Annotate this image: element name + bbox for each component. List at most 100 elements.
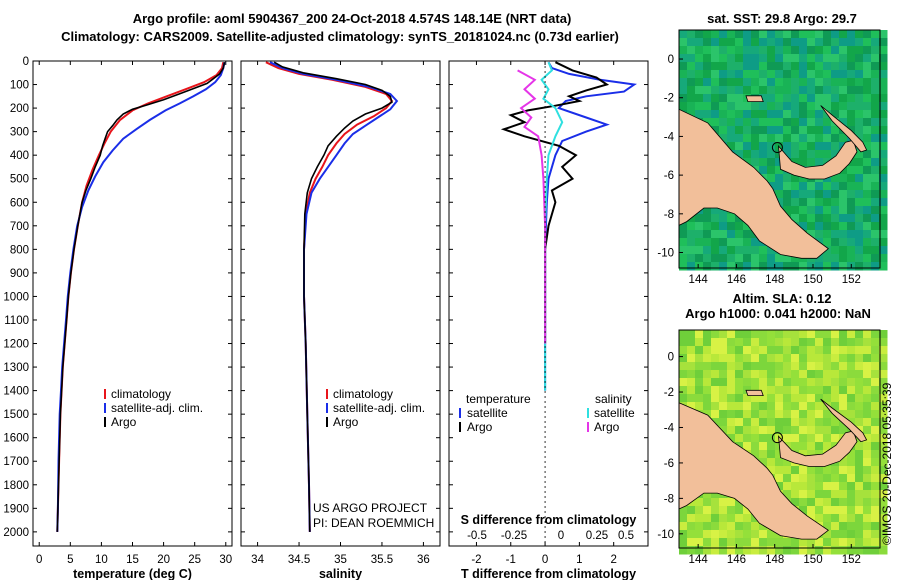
map-y-tick-label: -8 [664, 493, 674, 505]
map-cell [719, 230, 728, 239]
map-cell [679, 378, 688, 387]
map-cell [759, 426, 768, 435]
map-cell [839, 118, 848, 127]
map-cell [815, 230, 824, 239]
map-cell [871, 166, 880, 175]
map-cell [871, 402, 880, 411]
map-cell [799, 450, 808, 459]
map-cell [783, 174, 792, 183]
map-cell [871, 514, 880, 523]
map-cell [719, 118, 728, 127]
map-cell [751, 370, 760, 379]
map-cell [855, 126, 864, 135]
new-ireland-land [820, 105, 868, 153]
map-cell [703, 110, 712, 119]
map-cell [855, 190, 864, 199]
map-cell [751, 30, 760, 39]
map-cell [871, 238, 880, 247]
map-cell [831, 174, 840, 183]
map-cell [847, 86, 856, 95]
map-cell [879, 346, 888, 355]
map-cell [743, 426, 752, 435]
map-cell [863, 78, 872, 87]
map-cell [703, 338, 712, 347]
map-cell [799, 174, 808, 183]
map-cell [847, 166, 856, 175]
map-cell [831, 214, 840, 223]
map-cell [863, 190, 872, 199]
map-cell [839, 174, 848, 183]
t-x-tick-label: 15 [126, 554, 139, 566]
map-cell [815, 254, 824, 263]
map-cell [831, 134, 840, 143]
map-cell [743, 38, 752, 47]
t-x-tick-label: 10 [95, 554, 108, 566]
map-cell [735, 110, 744, 119]
map-cell [791, 198, 800, 207]
map-cell [695, 378, 704, 387]
map-cell [879, 402, 888, 411]
map-cell [815, 94, 824, 103]
map-cell [783, 354, 792, 363]
map-cell [879, 190, 888, 199]
map-cell [831, 254, 840, 263]
map-cell [839, 38, 848, 47]
map-cell [759, 54, 768, 63]
map-cell [751, 110, 760, 119]
map-cell [759, 450, 768, 459]
map-cell [847, 498, 856, 507]
map-cell [767, 434, 776, 443]
map-cell [703, 514, 712, 523]
map-cell [831, 466, 840, 475]
map-cell [767, 386, 776, 395]
map-cell [743, 70, 752, 79]
map-cell [727, 134, 736, 143]
map-cell [799, 206, 808, 215]
map-cell [743, 410, 752, 419]
map-cell [775, 198, 784, 207]
map-cell [767, 254, 776, 263]
t-series-satellite-adj-clim- [56, 62, 226, 532]
map-cell [679, 222, 688, 231]
map-cell [871, 158, 880, 167]
map-cell [871, 490, 880, 499]
map-cell [703, 506, 712, 515]
map-cell [735, 238, 744, 247]
map-cell [791, 190, 800, 199]
map-cell [703, 230, 712, 239]
map-cell [791, 546, 800, 555]
map-cell [807, 38, 816, 47]
map-cell [695, 262, 704, 271]
s-x-tick-label: 36 [417, 554, 430, 566]
map-cell [759, 30, 768, 39]
s-x-tick-label: 34.5 [288, 554, 310, 566]
map-cell [791, 346, 800, 355]
map-cell [711, 346, 720, 355]
map-cell [751, 402, 760, 411]
map-cell [799, 134, 808, 143]
map-cell [719, 222, 728, 231]
map-cell [759, 434, 768, 443]
map-cell [871, 198, 880, 207]
map-cell [743, 506, 752, 515]
map-cell [695, 246, 704, 255]
map-cell [695, 338, 704, 347]
map-cell [759, 338, 768, 347]
map-cell [823, 370, 832, 379]
map-cell [823, 126, 832, 135]
map-cell [863, 474, 872, 483]
map-cell [767, 370, 776, 379]
map-cell [735, 134, 744, 143]
map-cell [863, 102, 872, 111]
map-cell [831, 78, 840, 87]
map-cell [807, 46, 816, 55]
map-cell [807, 110, 816, 119]
map-cell [855, 458, 864, 467]
map-cell [743, 370, 752, 379]
map-cell [775, 458, 784, 467]
map-cell [735, 30, 744, 39]
map-cell [679, 522, 688, 531]
map-cell [791, 94, 800, 103]
map-x-tick-label: 152 [842, 274, 861, 286]
map-cell [695, 514, 704, 523]
